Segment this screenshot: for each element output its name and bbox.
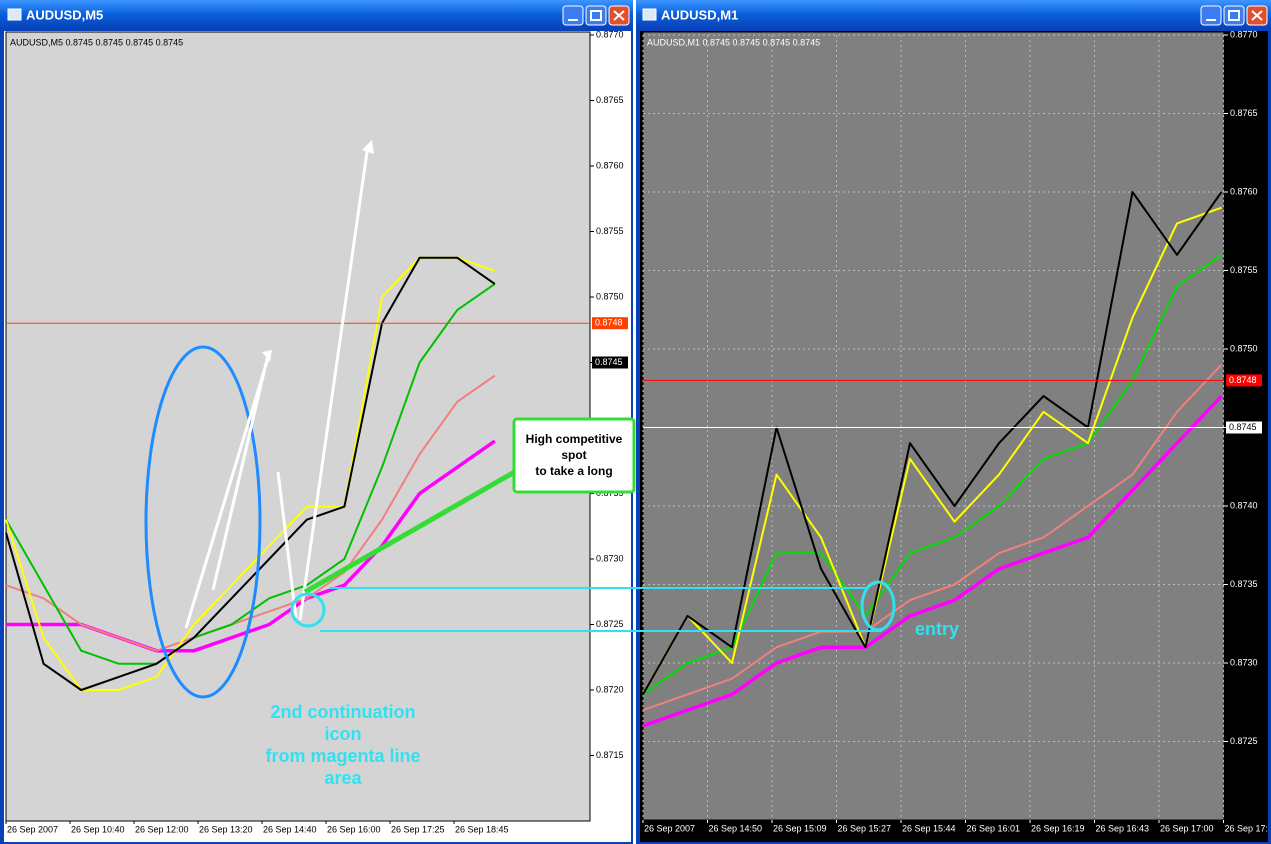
title-bar [0, 0, 633, 29]
y-tick-label: 0.8765 [1230, 108, 1258, 118]
charts: AUDUSD,M5 AUDUSD,M5 0.8745 0.8745 0.8745 … [5, 7, 1269, 834]
price-label: 0.8745 [1229, 422, 1257, 432]
window-buttons [562, 5, 1268, 26]
connector-line [320, 587, 882, 632]
y-tick-label: 0.8715 [596, 750, 624, 760]
arrow [184, 144, 370, 629]
price-label: 0.8748 [1229, 375, 1257, 385]
series-line [5, 283, 496, 665]
x-tick-label: 26 Sep 16:00 [327, 824, 381, 834]
y-tick-label: 0.8760 [1230, 186, 1258, 196]
note-text: from magenta line [265, 746, 420, 766]
price-box [592, 317, 628, 330]
y-tick-label: 0.8725 [1230, 736, 1258, 746]
callout-text: to take a long [535, 464, 612, 478]
series-line [642, 394, 1223, 728]
series-line [642, 191, 1223, 695]
series-line [5, 256, 496, 691]
y-tick-label: 0.8720 [596, 684, 624, 694]
minimize-button[interactable] [562, 5, 584, 26]
price-label: 0.8745 [595, 357, 623, 367]
x-tick-label: 26 Sep 18:45 [455, 824, 509, 834]
series-line [642, 364, 1223, 712]
maximize-button[interactable] [585, 5, 607, 26]
pointer-line [303, 467, 520, 595]
note-text: 2nd continuation [271, 702, 416, 722]
chart-header: AUDUSD,M5 0.8745 0.8745 0.8745 0.8745 [10, 37, 183, 47]
price-box [1226, 421, 1262, 434]
price-box [592, 356, 628, 369]
y-tick-label: 0.8750 [596, 291, 624, 301]
x-tick-label: 26 Sep 10:40 [71, 824, 125, 834]
y-tick-label: 0.8760 [596, 160, 624, 170]
series-line [5, 256, 496, 691]
x-tick-label: 26 Sep 13:20 [199, 824, 253, 834]
chart: AUDUSD,M1 AUDUSD,M1 0.8745 0.8745 0.8745 … [642, 7, 1269, 833]
x-tick-label: 26 Sep 15:44 [902, 823, 956, 833]
y-tick-label: 0.8735 [1230, 579, 1258, 589]
highlight-ellipse [144, 345, 262, 699]
x-tick-label: 26 Sep 2007 [644, 823, 695, 833]
x-tick-label: 26 Sep 17:25 [391, 824, 445, 834]
x-tick-label: 26 Sep 17: [1225, 823, 1269, 833]
x-tick-label: 26 Sep 12:00 [135, 824, 189, 834]
x-tick-label: 26 Sep 16:43 [1096, 823, 1150, 833]
x-tick-label: 26 Sep 14:40 [263, 824, 317, 834]
callout-text: spot [561, 448, 586, 462]
window-icon [7, 8, 22, 21]
highlight-circle [290, 592, 326, 628]
maximize-button[interactable] [1223, 5, 1245, 26]
x-tick-label: 26 Sep 15:27 [838, 823, 892, 833]
minimize-button[interactable] [1200, 5, 1222, 26]
window-title: AUDUSD,M1 [661, 7, 738, 22]
x-tick-label: 26 Sep 2007 [7, 824, 58, 834]
x-tick-label: 26 Sep 15:09 [773, 823, 827, 833]
window-title: AUDUSD,M5 [26, 7, 103, 22]
x-tick-label: 26 Sep 14:50 [709, 823, 763, 833]
y-tick-label: 0.8725 [596, 619, 624, 629]
x-tick-label: 26 Sep 16:01 [967, 823, 1021, 833]
note-text: area [324, 768, 362, 788]
title-bar [636, 0, 1271, 29]
y-tick-label: 0.8770 [1230, 29, 1258, 39]
callout-box [512, 417, 636, 494]
y-tick-label: 0.8765 [596, 95, 624, 105]
y-tick-label: 0.8755 [596, 226, 624, 236]
x-tick-label: 26 Sep 17:00 [1160, 823, 1214, 833]
y-tick-label: 0.8755 [1230, 265, 1258, 275]
y-tick-label: 0.8730 [1230, 657, 1258, 667]
price-box [1226, 374, 1262, 387]
annotations: High competitive spot to take a long 2nd… [144, 140, 959, 788]
entry-text: entry [915, 619, 959, 639]
plot-area [642, 31, 1225, 821]
y-tick-label: 0.8740 [1230, 500, 1258, 510]
y-tick-label: 0.8770 [596, 29, 624, 39]
chart-header: AUDUSD,M1 0.8745 0.8745 0.8745 0.8745 [647, 37, 820, 47]
y-tick-label: 0.8730 [596, 553, 624, 563]
x-tick-label: 26 Sep 16:19 [1031, 823, 1085, 833]
price-label: 0.8748 [595, 318, 623, 328]
chart: AUDUSD,M5 AUDUSD,M5 0.8745 0.8745 0.8745 … [5, 7, 628, 834]
window-icon [642, 8, 657, 21]
note-text: icon [324, 724, 361, 744]
y-tick-label: 0.8750 [1230, 343, 1258, 353]
callout-text: High competitive [526, 432, 623, 446]
